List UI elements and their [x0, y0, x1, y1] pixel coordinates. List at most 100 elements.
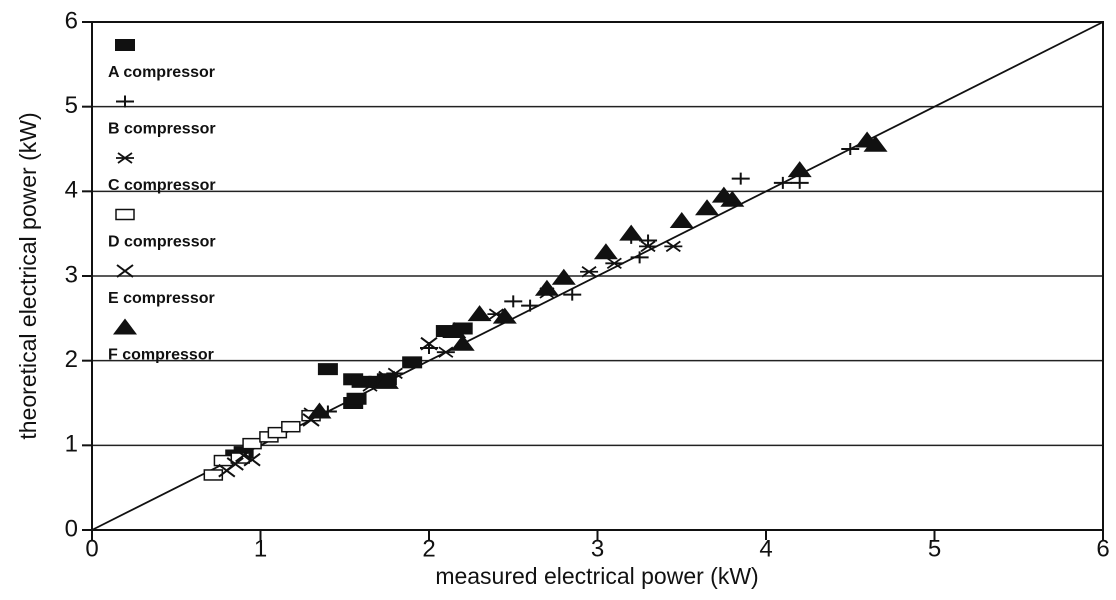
marker	[243, 452, 261, 467]
marker-shape	[695, 199, 720, 216]
marker	[563, 288, 582, 301]
marker	[116, 152, 134, 164]
marker-shape	[307, 402, 332, 419]
y-tick-label: 5	[65, 92, 78, 119]
marker-shape	[243, 452, 261, 467]
x-axis-title: measured electrical power (kW)	[435, 563, 758, 589]
marker-shape	[504, 295, 523, 308]
marker-shape	[436, 346, 455, 358]
marker	[639, 240, 658, 253]
marker	[351, 375, 372, 388]
marker	[534, 279, 559, 296]
marker	[235, 448, 253, 463]
marker-shape	[731, 172, 750, 185]
marker	[695, 199, 720, 216]
marker	[242, 437, 262, 450]
x-tick-label: 4	[759, 535, 772, 562]
legend-label: A compressor	[108, 64, 215, 81]
marker-shape	[116, 95, 134, 108]
marker-shape	[374, 372, 399, 389]
legend-label: E compressor	[108, 290, 215, 307]
legend-label: C compressor	[108, 177, 216, 194]
marker-shape	[521, 299, 540, 312]
marker	[281, 420, 301, 433]
marker	[711, 186, 736, 203]
marker-shape	[467, 305, 492, 322]
y-tick-label: 4	[65, 177, 78, 204]
marker	[773, 176, 792, 189]
marker-shape	[346, 392, 367, 405]
marker-shape	[386, 367, 405, 380]
marker-shape	[773, 176, 792, 189]
x-tick-label: 6	[1096, 535, 1109, 562]
marker-shape	[116, 264, 134, 278]
marker	[346, 392, 367, 405]
marker	[593, 243, 618, 260]
marker	[630, 251, 649, 264]
marker-shape	[226, 457, 244, 471]
legend-label: F compressor	[108, 347, 214, 364]
marker	[580, 266, 599, 278]
marker	[841, 143, 860, 155]
marker-shape	[551, 268, 576, 285]
x-tick-label: 2	[422, 535, 435, 562]
marker-shape	[242, 437, 262, 450]
marker	[664, 240, 683, 253]
legend-label: D compressor	[108, 234, 216, 251]
marker-shape	[639, 240, 658, 253]
marker-shape	[669, 211, 694, 228]
marker-shape	[317, 363, 338, 376]
marker	[226, 457, 244, 471]
marker-shape	[563, 288, 582, 301]
y-tick-label: 3	[65, 261, 78, 288]
marker	[115, 208, 135, 221]
marker	[790, 176, 809, 189]
marker-shape	[235, 448, 253, 463]
marker-shape	[790, 176, 809, 189]
x-tick-label: 0	[85, 535, 98, 562]
marker-shape	[787, 161, 812, 178]
marker-shape	[593, 243, 618, 260]
marker-shape	[492, 307, 517, 324]
marker	[116, 95, 134, 108]
marker	[113, 318, 137, 335]
marker	[450, 334, 475, 351]
marker-shape	[580, 266, 599, 278]
legend-label: B compressor	[108, 121, 216, 138]
x-tick-label: 3	[591, 535, 604, 562]
marker	[386, 367, 405, 380]
marker-shape	[351, 375, 372, 388]
y-tick-label: 0	[65, 515, 78, 542]
marker	[551, 268, 576, 285]
marker	[731, 172, 750, 185]
marker	[420, 336, 438, 351]
marker-shape	[113, 318, 137, 335]
marker-shape	[711, 186, 736, 203]
marker	[669, 211, 694, 228]
marker-shape	[534, 279, 559, 296]
marker	[619, 224, 644, 241]
marker-shape	[281, 420, 301, 433]
marker-shape	[450, 334, 475, 351]
marker-shape	[267, 426, 288, 439]
marker-shape	[863, 135, 888, 152]
marker-shape	[361, 380, 380, 392]
marker	[402, 356, 423, 369]
y-axis-title: theoretical electrical power (kW)	[15, 112, 41, 439]
marker	[116, 264, 134, 278]
marker-shape	[115, 208, 135, 221]
marker	[504, 295, 523, 308]
y-tick-label: 2	[65, 346, 78, 373]
marker-shape	[664, 240, 683, 253]
marker-shape	[115, 39, 135, 51]
marker	[374, 372, 399, 389]
marker	[267, 426, 288, 439]
marker	[492, 307, 517, 324]
marker	[787, 161, 812, 178]
marker-shape	[605, 257, 624, 270]
marker	[115, 39, 135, 51]
x-tick-label: 5	[928, 535, 941, 562]
marker	[307, 402, 332, 419]
marker	[361, 380, 380, 392]
marker	[442, 322, 467, 339]
